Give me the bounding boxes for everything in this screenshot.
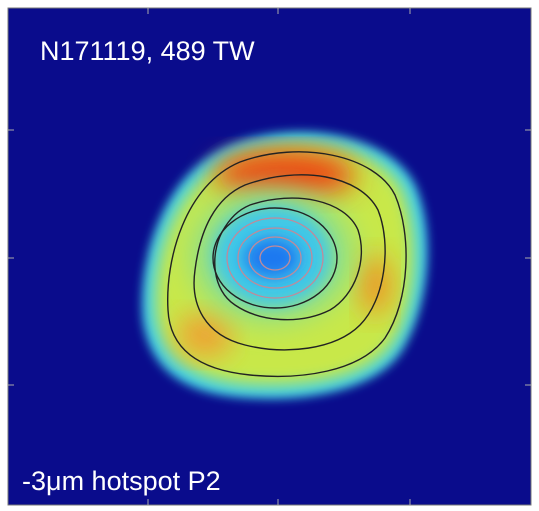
contours [167, 151, 407, 378]
heat-blob [142, 132, 428, 399]
caption: -3μm hotspot P2 [22, 466, 221, 496]
frame-ticks [8, 8, 531, 505]
title: N171119, 489 TW [40, 36, 255, 66]
inner-contours [226, 217, 324, 299]
